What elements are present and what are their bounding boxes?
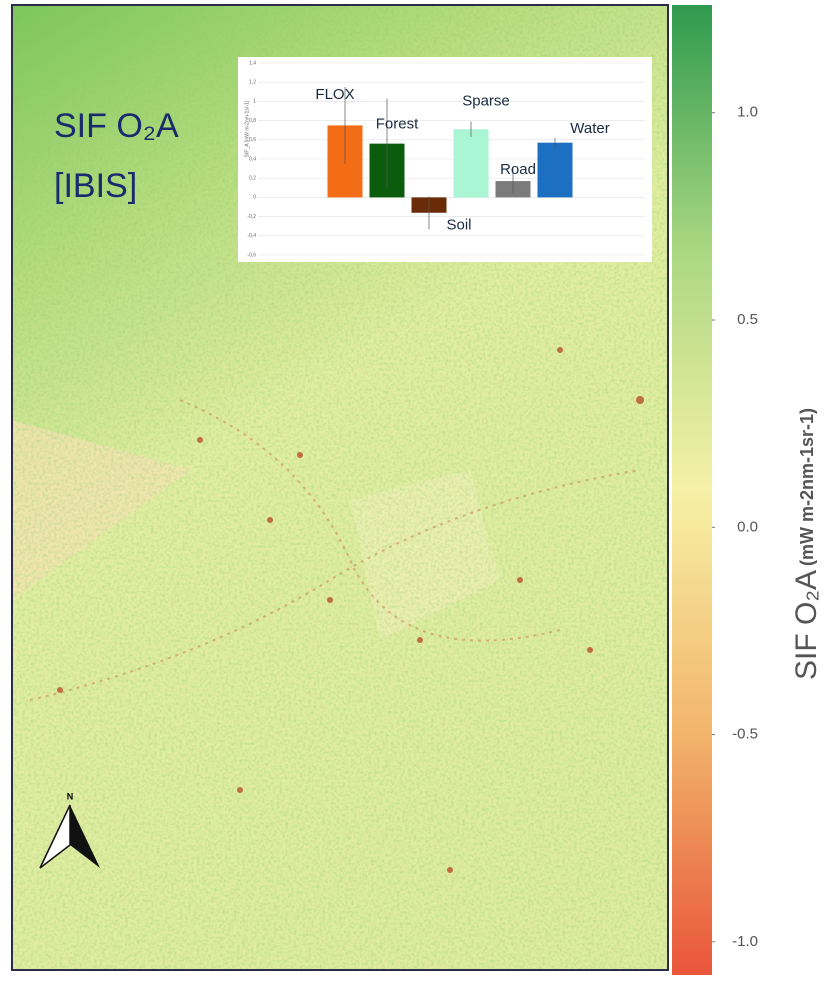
y-tick-label: 1 <box>253 99 256 105</box>
y-tick-label: -0,2 <box>247 214 256 220</box>
colorbar-tick-label: 0.0 <box>737 518 758 535</box>
bar-label: Water <box>570 120 609 137</box>
inset-background <box>238 57 652 262</box>
y-tick-label: -0,6 <box>247 252 256 258</box>
colorbar: 1.0 0.5 0.0 -0.5 -1.0 SIF O₂A (mW m-2nm-1sr-1) <box>672 5 823 975</box>
bar-label: Soil <box>446 216 471 233</box>
y-axis-label: SIF_A [mW m-2nm-1sr-1] <box>244 100 250 157</box>
y-tick-label: 0,2 <box>249 176 256 182</box>
bar-label: Road <box>500 161 536 178</box>
colorbar-label: SIF O₂A (mW m-2nm-1sr-1) <box>790 408 823 680</box>
y-tick-label: 1,2 <box>249 80 256 86</box>
bar <box>537 142 573 198</box>
y-tick-label: -0,4 <box>247 233 256 239</box>
north-label: N <box>67 791 74 801</box>
y-tick-label: 0,4 <box>249 156 256 162</box>
bar <box>453 129 489 198</box>
colorbar-label-main: SIF O₂A <box>790 570 823 680</box>
bar-label: Forest <box>376 115 419 132</box>
bar-label: Sparse <box>462 93 510 110</box>
colorbar-tick-label: -1.0 <box>732 933 758 950</box>
y-tick-label: 0 <box>253 195 256 201</box>
bar-label: FLOX <box>315 86 354 103</box>
colorbar-tick-label: -0.5 <box>732 726 758 743</box>
y-tick-label: 0,8 <box>249 118 256 124</box>
map-subtitle: [IBIS] <box>54 167 137 205</box>
y-tick-label: 0,6 <box>249 137 256 143</box>
y-tick-label: 1,4 <box>249 60 256 66</box>
map-title: SIF O₂A <box>54 107 179 145</box>
colorbar-fill <box>672 5 712 975</box>
colorbar-tick-label: 0.5 <box>737 311 758 328</box>
colorbar-label-unit: (mW m-2nm-1sr-1) <box>797 408 817 566</box>
north-arrow: N <box>39 791 100 869</box>
map-frame <box>11 4 669 971</box>
inset-chart: -0,6 -0,4 -0,2 0 0,2 0,4 0,6 0,8 1 1,2 1,4 SIF_A [m… <box>244 60 645 258</box>
colorbar-tick-label: 1.0 <box>737 104 758 121</box>
